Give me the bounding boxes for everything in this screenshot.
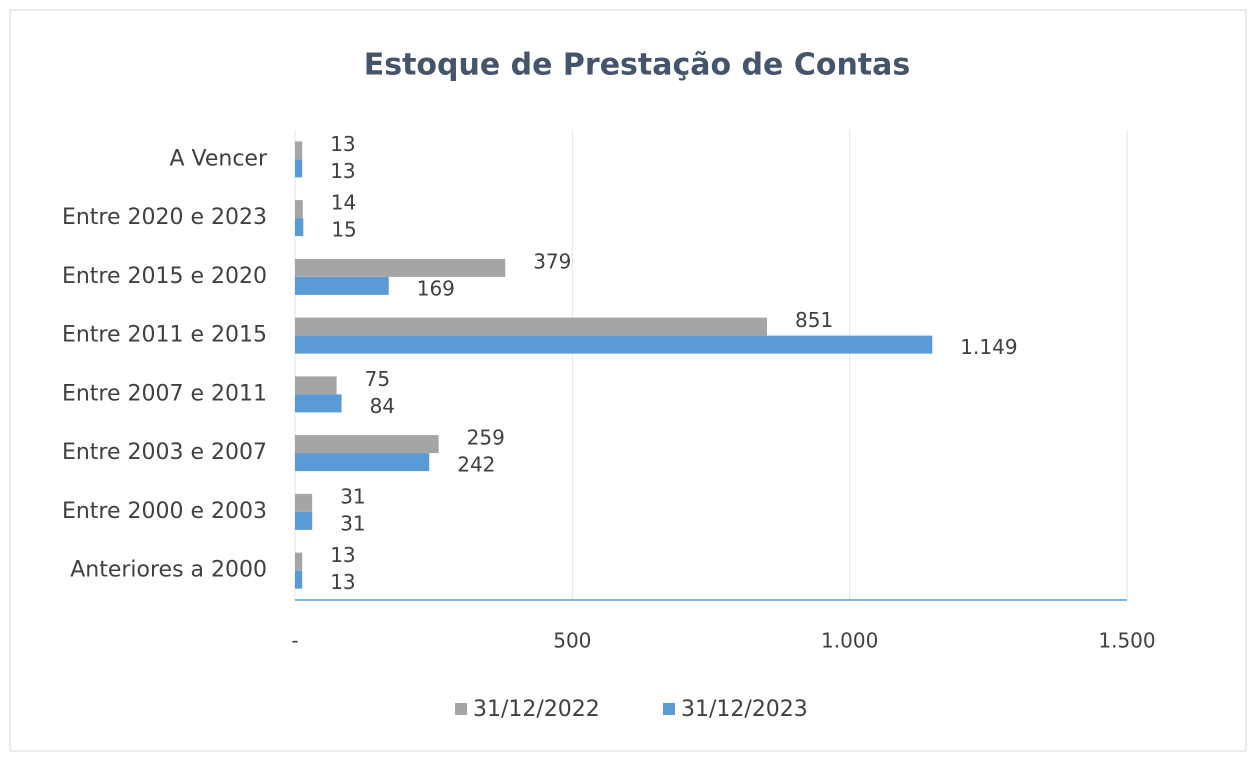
x-tick-label: 500	[553, 629, 591, 653]
y-tick-label: Entre 2020 e 2023	[62, 205, 267, 230]
data-label: 1.149	[960, 335, 1017, 359]
bar	[295, 570, 303, 589]
data-label: 242	[457, 453, 495, 477]
data-label: 13	[330, 570, 355, 594]
bar	[295, 141, 303, 160]
data-label: 84	[370, 394, 395, 418]
y-tick-label: Entre 2015 e 2020	[62, 264, 267, 289]
legend-swatch	[663, 703, 675, 715]
chart-frame	[9, 9, 1247, 752]
y-tick-label: Entre 2000 e 2003	[62, 499, 267, 524]
y-tick-label: Anteriores a 2000	[70, 558, 267, 583]
bar	[295, 453, 430, 472]
data-label: 13	[330, 132, 355, 156]
bar	[295, 276, 389, 295]
x-tick-label: 1.500	[1098, 629, 1155, 653]
bar	[295, 159, 303, 178]
bar	[295, 200, 303, 219]
bar	[295, 335, 933, 354]
legend-label: 31/12/2023	[681, 697, 808, 722]
data-label: 169	[417, 276, 455, 300]
legend-swatch	[455, 703, 467, 715]
data-label: 851	[795, 308, 833, 332]
bar	[295, 218, 304, 237]
y-tick-label: A Vencer	[169, 146, 267, 171]
data-label: 31	[340, 484, 365, 508]
bar	[295, 376, 337, 395]
bar	[295, 435, 439, 454]
data-label: 379	[533, 249, 571, 273]
data-label: 14	[331, 191, 356, 215]
x-tick-label: -	[291, 629, 298, 653]
bar	[295, 552, 303, 571]
data-label: 31	[340, 511, 365, 535]
chart-title: Estoque de Prestação de Contas	[364, 48, 911, 83]
data-label: 259	[467, 426, 505, 450]
bar	[295, 511, 313, 530]
data-label: 75	[365, 367, 390, 391]
data-label: 13	[330, 159, 355, 183]
y-tick-label: Entre 2007 e 2011	[62, 381, 267, 406]
legend-label: 31/12/2022	[473, 697, 600, 722]
bar	[295, 258, 506, 277]
bar	[295, 317, 768, 336]
x-tick-label: 1.000	[821, 629, 878, 653]
bar	[295, 493, 313, 512]
y-tick-label: Entre 2011 e 2015	[62, 323, 267, 348]
y-tick-label: Entre 2003 e 2007	[62, 440, 267, 465]
data-label: 13	[330, 543, 355, 567]
data-label: 15	[331, 218, 356, 242]
bar	[295, 394, 342, 413]
